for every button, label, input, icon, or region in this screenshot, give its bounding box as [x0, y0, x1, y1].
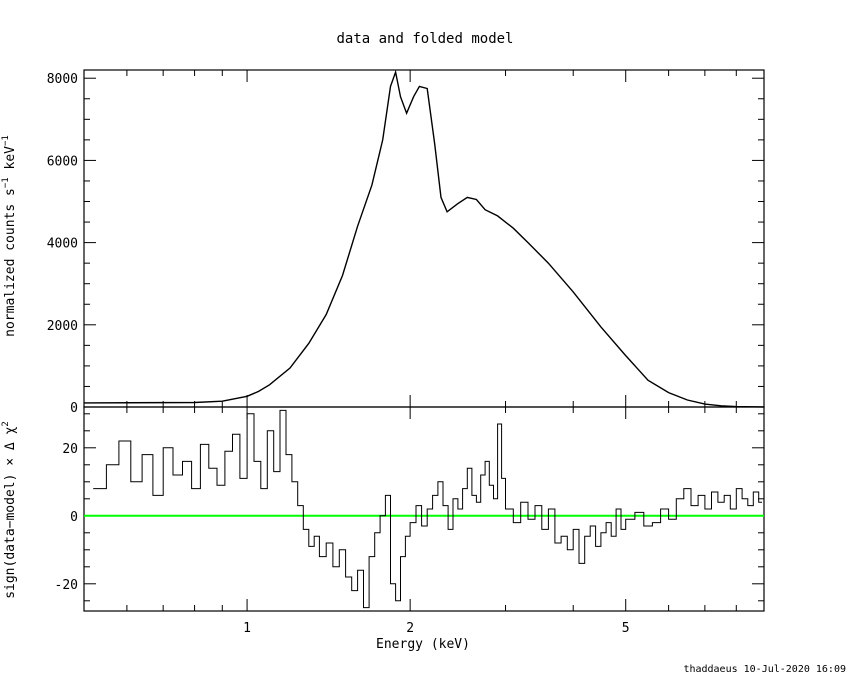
- chart-title: data and folded model: [336, 31, 513, 47]
- residuals-panel: 1 2 5 -20 0 20: [55, 406, 765, 636]
- spectrum-y-tick-label: 4000: [47, 237, 78, 252]
- residuals-series-line: [93, 409, 762, 609]
- residuals-y-tick-label: -20: [55, 578, 78, 593]
- x-tick-label: 5: [622, 621, 630, 636]
- spectrum-y-tick-label: 2000: [47, 319, 78, 334]
- x-tick-label: 1: [243, 621, 251, 636]
- spectrum-panel: 0 2000 4000 6000 8000: [47, 69, 765, 416]
- residuals-frame: [83, 406, 765, 612]
- spectrum-y-tick-label: 6000: [47, 154, 78, 169]
- residuals-y-tick-label: 0: [70, 510, 78, 525]
- spectrum-y-tick-label: 0: [70, 401, 78, 416]
- x-axis-label: Energy (keV): [376, 637, 470, 652]
- spectrum-frame: [83, 69, 765, 408]
- spectrum-y-tick-label: 8000: [47, 72, 78, 87]
- residuals-y-axis-label: sign(data−model) × Δ χ2: [1, 421, 18, 599]
- footer-credit: thaddaeus 10-Jul-2020 16:09: [683, 664, 846, 675]
- spectrum-y-axis-label: normalized counts s−1 keV−1: [1, 135, 18, 337]
- residuals-y-tick-label: 20: [62, 442, 78, 457]
- x-tick-label: 2: [406, 621, 414, 636]
- spectrum-series-line: [83, 69, 765, 408]
